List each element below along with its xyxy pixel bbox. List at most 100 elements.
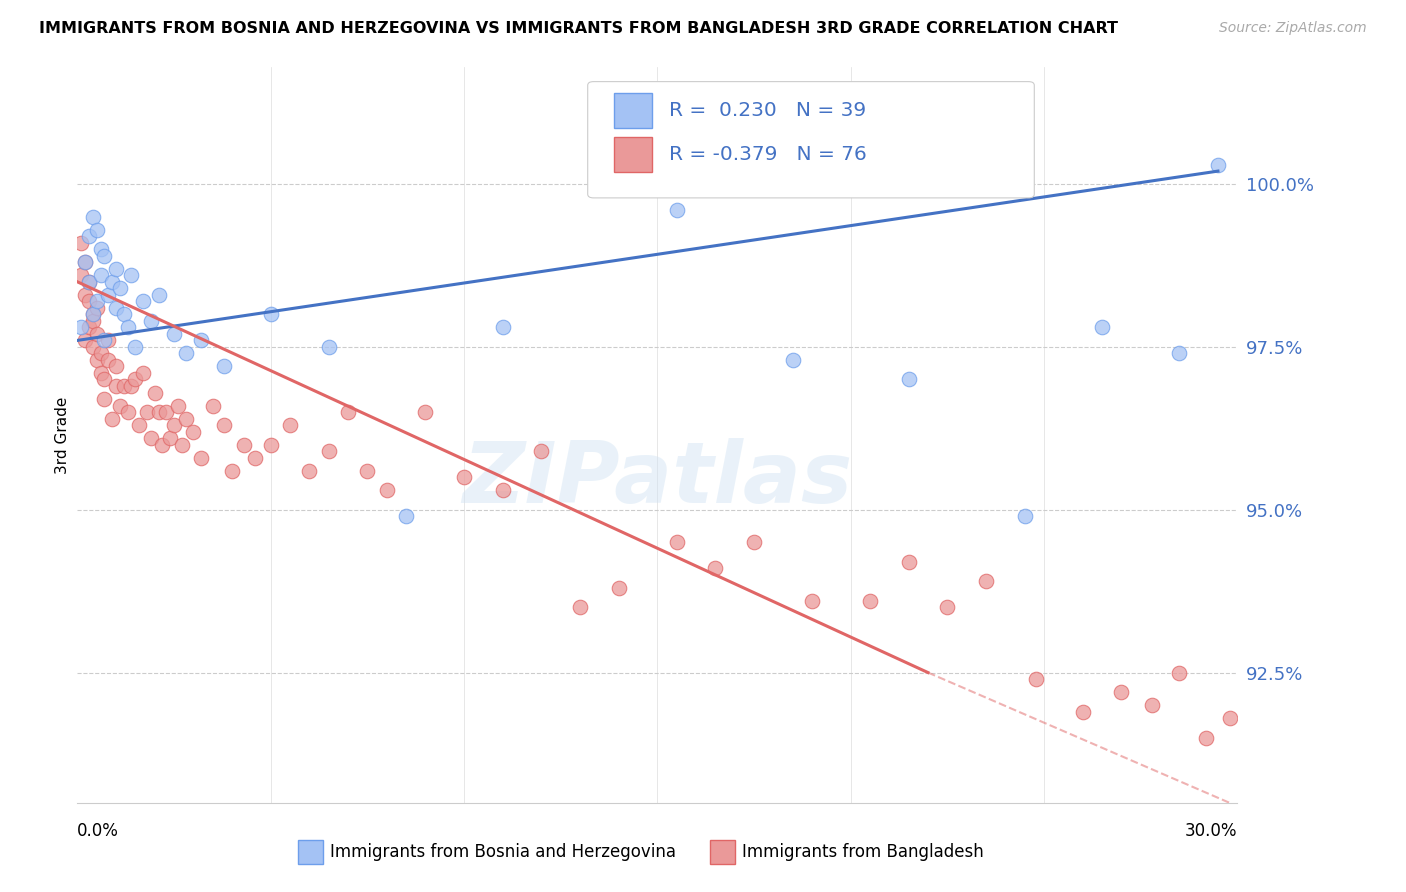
Point [974, 574, 997, 589]
Point [97, 334, 120, 348]
Point [159, 431, 181, 445]
Point [1071, 705, 1094, 719]
Point [90, 346, 111, 360]
Point [77, 294, 100, 309]
Text: 30.0%: 30.0% [1185, 822, 1237, 840]
FancyBboxPatch shape [614, 136, 651, 172]
Point [801, 594, 824, 608]
Point [1014, 509, 1036, 524]
Point [214, 359, 236, 374]
Point [90, 366, 111, 380]
Point [77, 275, 100, 289]
Point [260, 437, 283, 451]
Point [1091, 320, 1114, 334]
Point [82, 314, 104, 328]
Point [124, 340, 146, 354]
Point [1218, 711, 1241, 725]
Point [101, 275, 124, 289]
Text: Immigrants from Bosnia and Herzegovina: Immigrants from Bosnia and Herzegovina [330, 843, 676, 861]
Point [214, 418, 236, 433]
Point [97, 353, 120, 368]
Point [86, 294, 108, 309]
FancyBboxPatch shape [614, 93, 651, 128]
Point [1206, 158, 1229, 172]
Point [121, 379, 143, 393]
Point [260, 307, 283, 321]
Text: R = -0.379   N = 76: R = -0.379 N = 76 [669, 145, 866, 164]
Point [1025, 672, 1047, 686]
Point [174, 411, 197, 425]
Point [936, 600, 959, 615]
Point [105, 359, 127, 374]
Point [492, 483, 515, 498]
Point [82, 307, 104, 321]
Point [166, 399, 188, 413]
Point [1142, 698, 1164, 712]
Point [1168, 665, 1191, 680]
FancyBboxPatch shape [588, 81, 1035, 198]
Point [117, 405, 139, 419]
Point [117, 320, 139, 334]
Point [1168, 346, 1191, 360]
Point [124, 372, 146, 386]
Text: Immigrants from Bangladesh: Immigrants from Bangladesh [742, 843, 984, 861]
Point [105, 301, 127, 315]
Point [318, 444, 340, 458]
Point [86, 301, 108, 315]
Point [170, 437, 193, 451]
Point [128, 418, 150, 433]
Point [70, 268, 93, 283]
Point [132, 366, 155, 380]
Point [108, 399, 131, 413]
Point [413, 405, 436, 419]
Point [742, 535, 765, 549]
Point [278, 418, 301, 433]
Point [136, 405, 159, 419]
Point [221, 464, 243, 478]
Point [318, 340, 340, 354]
Point [143, 385, 166, 400]
Point [77, 229, 100, 244]
Text: Source: ZipAtlas.com: Source: ZipAtlas.com [1219, 21, 1367, 35]
Point [245, 450, 267, 465]
Point [148, 288, 170, 302]
Point [105, 261, 127, 276]
Point [77, 320, 100, 334]
Point [665, 203, 688, 218]
Point [492, 320, 515, 334]
Point [1195, 731, 1218, 745]
Point [86, 326, 108, 341]
FancyBboxPatch shape [298, 840, 323, 863]
Text: ZIPatlas: ZIPatlas [463, 437, 852, 521]
Point [148, 405, 170, 419]
Point [190, 334, 212, 348]
Point [82, 210, 104, 224]
Point [93, 249, 115, 263]
Point [101, 411, 124, 425]
Point [1111, 685, 1133, 699]
Point [453, 470, 475, 484]
Point [108, 281, 131, 295]
Point [70, 235, 93, 250]
Point [75, 334, 96, 348]
Point [155, 405, 177, 419]
Point [356, 464, 378, 478]
Point [77, 275, 100, 289]
Point [70, 320, 93, 334]
Text: R =  0.230   N = 39: R = 0.230 N = 39 [669, 101, 866, 120]
Point [395, 509, 418, 524]
Point [93, 392, 115, 406]
Point [607, 581, 630, 595]
Point [105, 379, 127, 393]
Point [75, 255, 96, 269]
Point [859, 594, 882, 608]
Point [90, 268, 111, 283]
Point [665, 535, 688, 549]
Point [163, 326, 186, 341]
Point [190, 450, 212, 465]
Point [201, 399, 224, 413]
Point [782, 353, 804, 368]
Point [121, 268, 143, 283]
Point [704, 561, 727, 575]
Point [183, 425, 205, 439]
